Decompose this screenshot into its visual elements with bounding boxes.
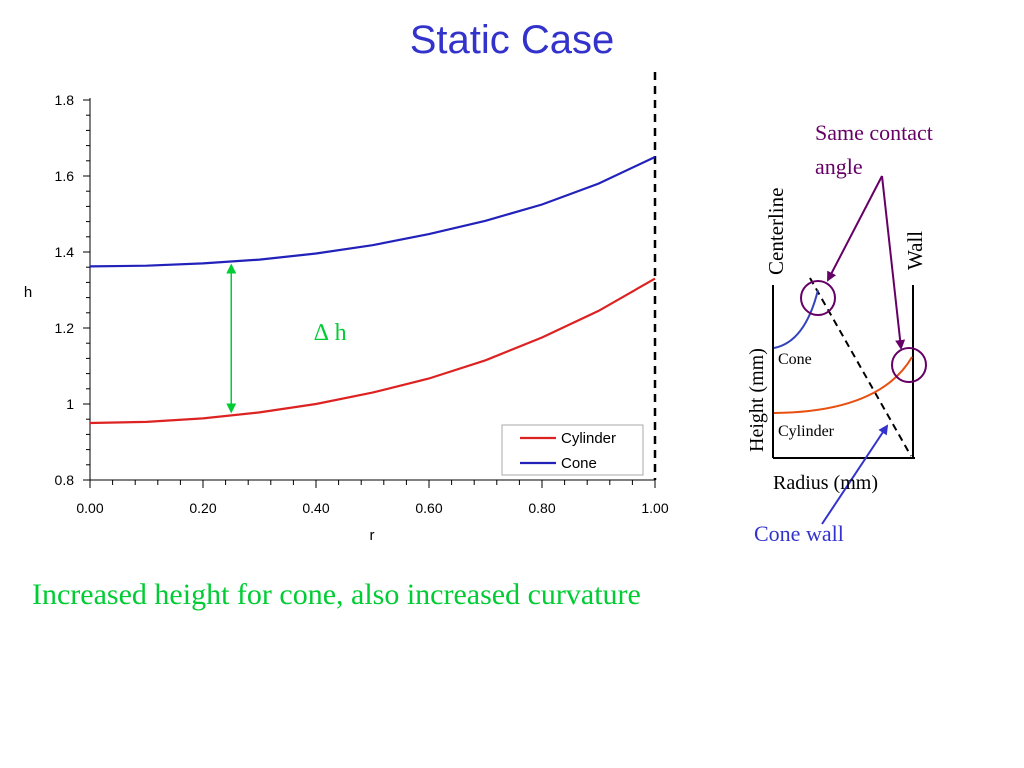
- height-axis-label: Height (mm): [746, 348, 768, 452]
- series-line-cylinder: [89, 277, 656, 425]
- x-tick-label: 0.20: [189, 500, 216, 516]
- cylinder-meniscus-curve: [773, 356, 913, 414]
- cone-meniscus-curve: [773, 289, 819, 349]
- legend-box: [501, 424, 644, 476]
- contact-angle-label-line1: Same contact: [815, 120, 933, 145]
- centerline-label: Centerline: [764, 188, 788, 275]
- x-tick-label: 0.60: [415, 500, 442, 516]
- radius-axis-label: Radius (mm): [773, 472, 878, 494]
- cone-wall-dashed-line: [809, 277, 912, 457]
- contact-angle-arrow-cylinder: [881, 175, 906, 350]
- x-tick-label: 0.80: [528, 500, 555, 516]
- meniscus-diagram: Centerline Wall Height (mm) Radius (mm) …: [746, 120, 933, 546]
- cone-wall-arrow: [821, 424, 889, 525]
- y-tick-label: 1: [66, 396, 74, 412]
- cone-wall-label: Cone wall: [754, 521, 844, 546]
- x-tick-label: 0.40: [302, 500, 329, 516]
- legend-label-cylinder: Cylinder: [561, 430, 616, 447]
- x-tick-label: 1.00: [641, 500, 668, 516]
- delta-h-label: ∆ h: [314, 320, 347, 346]
- x-axis-label: r: [370, 527, 375, 544]
- contact-angle-label-line2: angle: [815, 154, 863, 179]
- y-tick-label: 0.8: [55, 472, 75, 488]
- slide-caption: Increased height for cone, also increase…: [32, 578, 641, 611]
- contact-angle-circle-cylinder: [891, 347, 927, 383]
- y-tick-label: 1.6: [55, 168, 75, 184]
- wall-label: Wall: [903, 231, 927, 270]
- legend-label-cone: Cone: [561, 455, 597, 472]
- contact-angle-arrow-cone: [827, 175, 883, 282]
- slide-title: Static Case: [409, 18, 615, 62]
- x-tick-label: 0.00: [76, 500, 103, 516]
- contact-angle-circle-cone: [800, 280, 836, 316]
- y-tick-label: 1.2: [55, 320, 75, 336]
- cylinder-curve-label: Cylinder: [778, 423, 835, 440]
- y-tick-label: 1.8: [55, 92, 75, 108]
- y-axis-label: h: [24, 284, 32, 301]
- cone-curve-label: Cone: [778, 351, 812, 368]
- y-tick-label: 1.4: [55, 244, 75, 260]
- series-line-cone: [89, 156, 656, 268]
